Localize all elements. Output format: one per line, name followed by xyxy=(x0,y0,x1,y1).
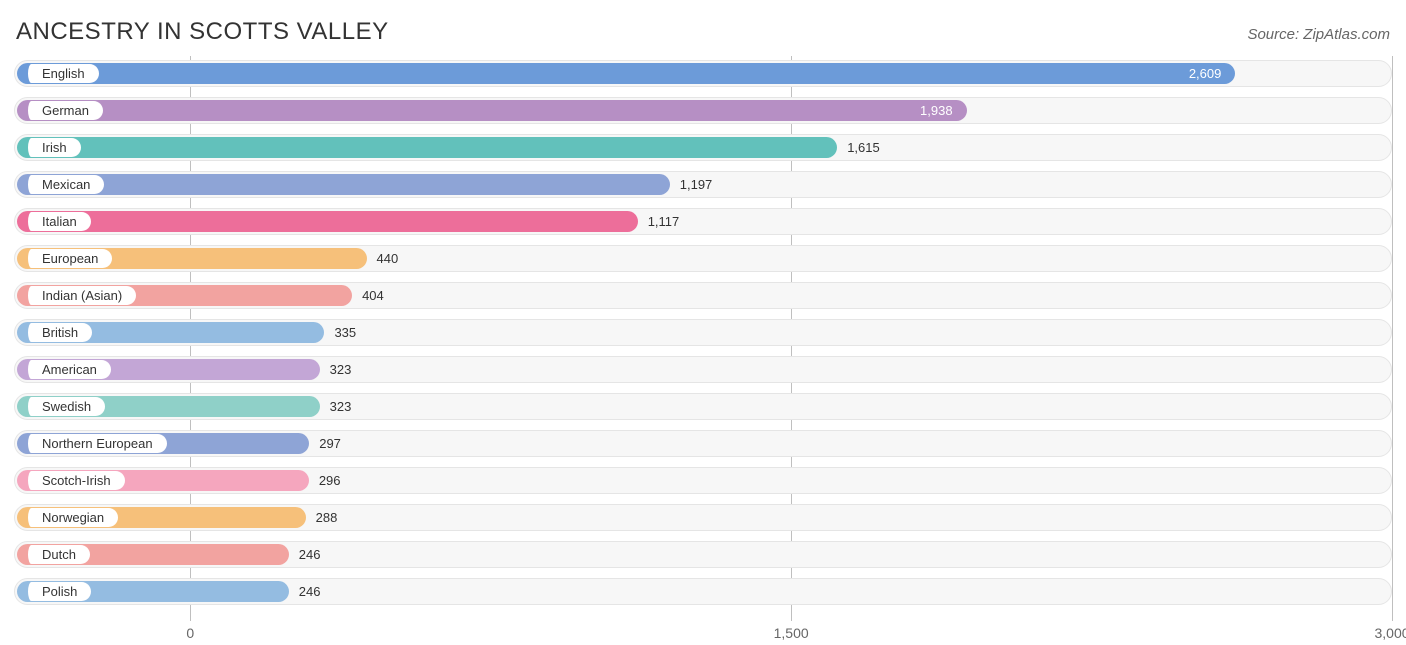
chart-title: ANCESTRY IN SCOTTS VALLEY xyxy=(16,18,389,46)
category-pill: English xyxy=(22,64,99,83)
bars-group: English 2,609 German 1,938 Irish 1,615 Mexican… xyxy=(14,60,1392,605)
category-pill: German xyxy=(22,101,103,120)
bar-row: Northern European 297 xyxy=(14,430,1392,457)
x-tick-label: 3,000 xyxy=(1374,625,1406,641)
x-tick-label: 1,500 xyxy=(774,625,809,641)
bar-row: Mexican 1,197 xyxy=(14,171,1392,198)
bar-fill xyxy=(17,211,638,232)
category-pill: European xyxy=(22,249,112,268)
value-label: 296 xyxy=(309,467,341,494)
category-pill: British xyxy=(22,323,92,342)
x-tick-label: 0 xyxy=(186,625,194,641)
bar-row: Irish 1,615 xyxy=(14,134,1392,161)
category-pill: American xyxy=(22,360,111,379)
bar-chart: 01,5003,000 English2,609German1,938Irish… xyxy=(14,60,1392,645)
category-pill: Scotch-Irish xyxy=(22,471,125,490)
value-label: 246 xyxy=(289,541,321,568)
value-label: 323 xyxy=(320,393,352,420)
value-label: 440 xyxy=(367,245,399,272)
value-label: 1,938 xyxy=(920,97,953,124)
bar-row: British 335 xyxy=(14,319,1392,346)
gridline xyxy=(1392,56,1393,621)
category-pill: Mexican xyxy=(22,175,104,194)
value-label: 288 xyxy=(306,504,338,531)
value-label: 323 xyxy=(320,356,352,383)
category-pill: Northern European xyxy=(22,434,167,453)
value-label: 1,615 xyxy=(837,134,880,161)
category-pill: Swedish xyxy=(22,397,105,416)
bar-fill xyxy=(17,63,1235,84)
bar-row: Polish 246 xyxy=(14,578,1392,605)
bar-row: European 440 xyxy=(14,245,1392,272)
value-label: 2,609 xyxy=(1189,60,1222,87)
bar-row: Indian (Asian) 404 xyxy=(14,282,1392,309)
bar-row: American 323 xyxy=(14,356,1392,383)
chart-container: ANCESTRY IN SCOTTS VALLEY Source: ZipAtl… xyxy=(0,0,1406,644)
value-label: 297 xyxy=(309,430,341,457)
value-label: 335 xyxy=(324,319,356,346)
bar-fill xyxy=(17,137,837,158)
bar-row: Swedish 323 xyxy=(14,393,1392,420)
bar-row: Dutch 246 xyxy=(14,541,1392,568)
header: ANCESTRY IN SCOTTS VALLEY Source: ZipAtl… xyxy=(14,18,1392,46)
bar-fill xyxy=(17,100,967,121)
category-pill: Polish xyxy=(22,582,91,601)
bar-fill xyxy=(17,174,670,195)
bar-row: Italian 1,117 xyxy=(14,208,1392,235)
category-pill: Norwegian xyxy=(22,508,118,527)
category-pill: Dutch xyxy=(22,545,90,564)
source-attribution: Source: ZipAtlas.com xyxy=(1247,26,1390,43)
value-label: 1,197 xyxy=(670,171,713,198)
value-label: 404 xyxy=(352,282,384,309)
bar-row: Scotch-Irish 296 xyxy=(14,467,1392,494)
bar-row: Norwegian 288 xyxy=(14,504,1392,531)
value-label: 1,117 xyxy=(638,208,680,235)
value-label: 246 xyxy=(289,578,321,605)
category-pill: Italian xyxy=(22,212,91,231)
category-pill: Indian (Asian) xyxy=(22,286,136,305)
bar-row: English 2,609 xyxy=(14,60,1392,87)
bar-row: German 1,938 xyxy=(14,97,1392,124)
category-pill: Irish xyxy=(22,138,81,157)
